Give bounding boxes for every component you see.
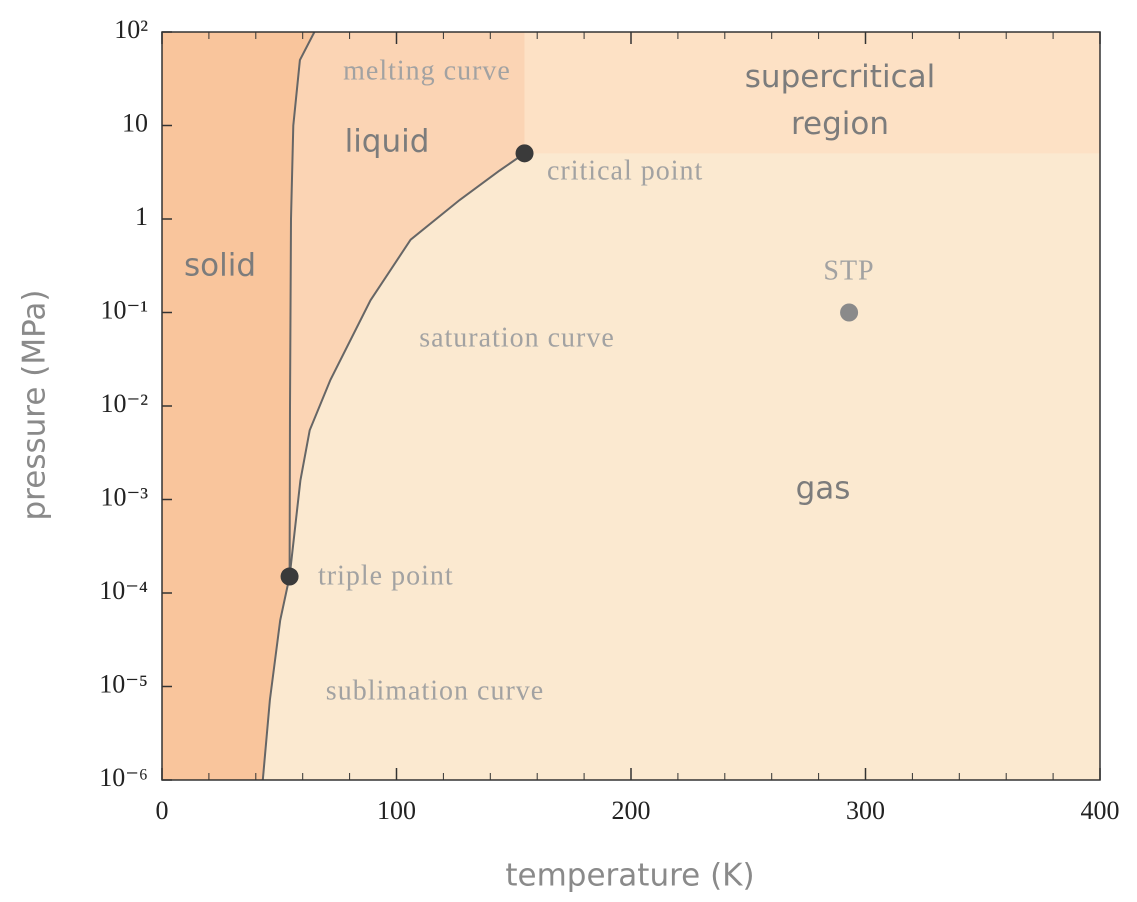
y-tick-label: 1: [135, 202, 148, 231]
point-label: triple point: [318, 560, 454, 591]
y-tick-label: 10⁻²: [100, 389, 148, 418]
y-tick-label: 10⁻¹: [100, 295, 148, 324]
point-label: critical point: [547, 155, 703, 186]
phase-point: [515, 144, 534, 163]
x-tick-label: 100: [377, 796, 416, 825]
liquid-region: [289, 32, 525, 577]
y-tick-label: 10⁻⁵: [99, 669, 148, 698]
y-tick-label: 10⁻³: [100, 482, 148, 511]
phase-point: [280, 567, 299, 586]
region-label: liquid: [345, 124, 430, 160]
phase-point: [840, 303, 859, 322]
y-tick-label: 10⁻⁶: [99, 763, 148, 792]
x-tick-label: 400: [1081, 796, 1120, 825]
y-tick-label: 10⁻⁴: [99, 576, 148, 605]
curve: [261, 576, 291, 781]
supercritical-region: [524, 32, 1100, 154]
x-tick-label: 300: [846, 796, 885, 825]
region-label: solid: [184, 248, 256, 284]
y-tick-label: 10: [122, 108, 148, 137]
region-label-line: region: [791, 106, 889, 142]
curve: [288, 31, 316, 577]
region-label-line: supercritical: [745, 59, 935, 95]
solid-region: [162, 32, 315, 780]
x-tick-label: 200: [612, 796, 651, 825]
y-tick-label: 10²: [114, 15, 148, 44]
region-label: gas: [796, 471, 851, 507]
x-axis-label: temperature (K): [505, 858, 754, 894]
x-tick-label: 0: [156, 796, 169, 825]
region-label: supercritical region: [745, 59, 935, 142]
y-axis-label: pressure (MPa): [17, 290, 53, 521]
curve-label: saturation curve: [419, 322, 615, 353]
curve-label: sublimation curve: [326, 675, 544, 706]
curve-label: melting curve: [343, 55, 511, 86]
curve: [288, 152, 526, 577]
point-label: STP: [823, 255, 874, 286]
